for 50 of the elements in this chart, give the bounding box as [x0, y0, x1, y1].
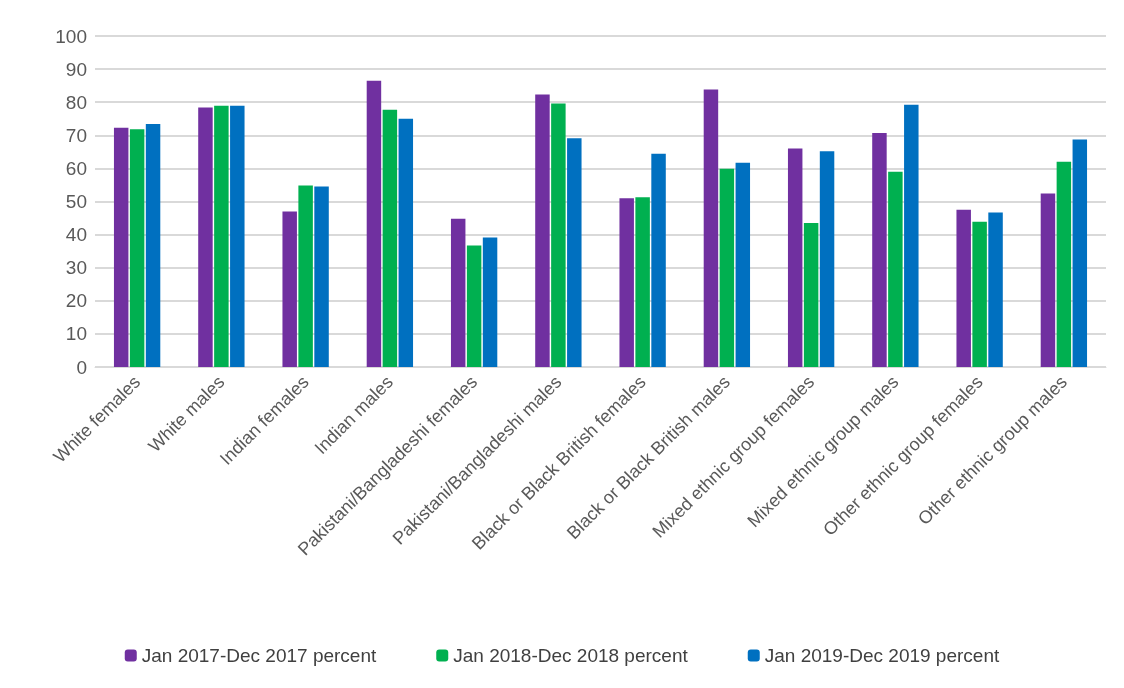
bar: [1040, 193, 1056, 367]
bar: [366, 80, 382, 367]
bar: [314, 186, 329, 367]
bar: [535, 94, 550, 367]
bar: [567, 138, 582, 367]
bar: [282, 211, 297, 367]
y-tick-label: 30: [65, 257, 87, 279]
bar: [888, 171, 903, 367]
bar: [651, 153, 666, 367]
bar: [635, 197, 650, 367]
bar: [735, 162, 751, 367]
bar: [551, 103, 566, 367]
bar: [904, 104, 919, 367]
y-tick-label: 20: [65, 290, 87, 312]
bar: [382, 109, 398, 367]
bar: [956, 209, 971, 367]
bar: [482, 237, 498, 367]
bar: [1056, 161, 1072, 367]
bar: [819, 151, 835, 367]
bar: [787, 148, 803, 367]
bar: [450, 218, 466, 367]
bar: [988, 212, 1003, 367]
bar: [230, 105, 245, 367]
bar: [198, 107, 213, 367]
bar: [214, 105, 229, 367]
bar: [972, 221, 987, 367]
legend-label: Jan 2017-Dec 2017 percent: [141, 645, 377, 666]
legend-label: Jan 2018-Dec 2018 percent: [453, 645, 689, 666]
legend-label: Jan 2019-Dec 2019 percent: [764, 645, 1000, 666]
y-tick-label: 60: [65, 157, 87, 179]
y-tick-label: 80: [65, 91, 87, 113]
y-tick-label: 50: [65, 191, 87, 212]
bar: [619, 198, 634, 367]
bar: [803, 223, 819, 367]
bar: [719, 168, 735, 367]
bar: [145, 124, 161, 367]
bar: [466, 245, 482, 367]
bar: [398, 118, 414, 367]
y-tick-label: 100: [55, 25, 87, 47]
bar: [703, 89, 719, 367]
y-tick-label: 10: [65, 323, 87, 345]
y-tick-label: 40: [65, 224, 87, 246]
y-tick-label: 0: [76, 356, 87, 378]
y-tick-label: 70: [65, 124, 87, 146]
bar: [129, 129, 145, 367]
y-tick-label: 90: [65, 58, 87, 80]
bar: [113, 127, 129, 367]
bar: [872, 132, 887, 367]
bar: [298, 185, 313, 367]
bar: [1072, 139, 1088, 367]
